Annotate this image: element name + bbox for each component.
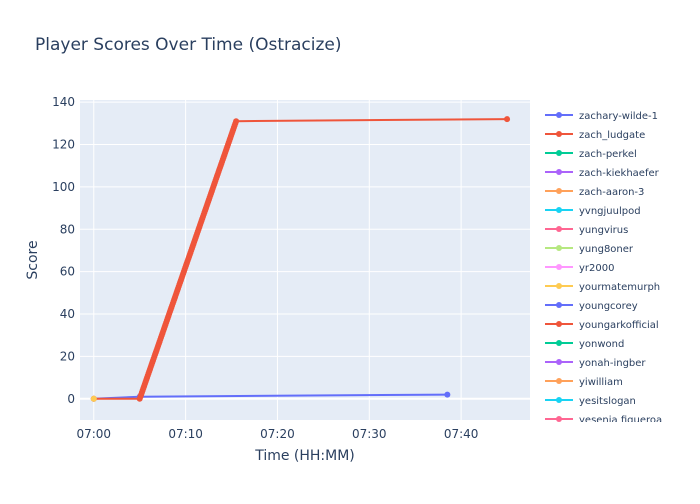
data-point [90, 395, 97, 402]
legend-swatch-marker [556, 207, 562, 213]
legend-item[interactable]: yesenia figueroa [545, 415, 662, 426]
y-tick-label: 100 [52, 180, 75, 194]
legend-item[interactable]: yr2000 [545, 263, 614, 274]
series-yourmatemurph [90, 395, 97, 402]
y-tick-label: 40 [60, 307, 75, 321]
legend-item[interactable]: yiwilliam [545, 377, 623, 388]
legend-swatch-marker [556, 112, 562, 118]
y-axis-title: Score [25, 240, 41, 279]
plot-background [80, 100, 530, 420]
legend-label: yesitslogan [579, 396, 636, 407]
x-tick-label: 07:40 [444, 427, 479, 441]
legend-swatch-marker [556, 340, 562, 346]
legend-label: youngcorey [579, 301, 638, 312]
legend-swatch-marker [556, 150, 562, 156]
legend-swatch-marker [556, 378, 562, 384]
legend-swatch-marker [556, 226, 562, 232]
legend-label: zach-aaron-3 [579, 187, 644, 198]
legend-item[interactable]: yungvirus [545, 225, 628, 236]
legend-swatch-marker [556, 302, 562, 308]
legend-item[interactable]: zachary-wilde-1 [545, 111, 658, 122]
legend-swatch-marker [556, 321, 562, 327]
legend-label: yvngjuulpod [579, 206, 641, 217]
legend-label: zach_ludgate [579, 130, 645, 141]
legend-label: yourmatemurph [579, 282, 660, 293]
legend-label: yungvirus [579, 225, 628, 236]
legend-swatch-marker [556, 397, 562, 403]
legend: zachary-wilde-1 zach_ludgate zach-perkel za… [545, 111, 662, 426]
x-tick-label: 07:30 [352, 427, 387, 441]
data-point [504, 116, 511, 123]
legend-swatch-marker [556, 131, 562, 137]
x-tick-label: 07:10 [168, 427, 203, 441]
data-point [444, 391, 451, 398]
legend-swatch-marker [556, 188, 562, 194]
legend-swatch-marker [556, 264, 562, 270]
axes: 0 20 40 60 80 100 120 140 07:00 07:10 07:20 07:30 07… [52, 95, 478, 441]
x-tick-label: 07:00 [76, 427, 111, 441]
legend-label: youngarkofficial [579, 320, 659, 331]
legend-item[interactable]: youngcorey [545, 301, 638, 312]
legend-label: yonah-ingber [579, 358, 646, 369]
chart-title: Player Scores Over Time (Ostracize) [35, 35, 342, 55]
y-tick-label: 60 [60, 265, 75, 279]
data-point [233, 118, 240, 125]
legend-item[interactable]: zach-kiekhaefer [545, 168, 660, 179]
legend-item[interactable]: yonwond [545, 339, 624, 350]
legend-label: yr2000 [579, 263, 614, 274]
legend-item[interactable]: yvngjuulpod [545, 206, 641, 217]
legend-label: yiwilliam [579, 377, 623, 388]
legend-label: yung8oner [579, 244, 634, 255]
x-tick-label: 07:20 [260, 427, 295, 441]
legend-swatch-marker [556, 245, 562, 251]
y-tick-label: 20 [60, 349, 75, 363]
legend-swatch-marker [556, 169, 562, 175]
legend-label: yesenia figueroa [579, 415, 662, 426]
legend-swatch-marker [556, 283, 562, 289]
y-tick-label: 120 [52, 138, 75, 152]
legend-label: yonwond [579, 339, 624, 350]
legend-swatch-marker [556, 416, 562, 422]
series-zach_ludgate [90, 116, 511, 402]
legend-item[interactable]: yonah-ingber [545, 358, 646, 369]
legend-item[interactable]: yung8oner [545, 244, 634, 255]
y-tick-label: 80 [60, 222, 75, 236]
y-tick-label: 0 [67, 392, 75, 406]
y-tick-label: 140 [52, 95, 75, 109]
legend-item[interactable]: yourmatemurph [545, 282, 660, 293]
legend-label: zach-kiekhaefer [579, 168, 660, 179]
x-axis-title: Time (HH:MM) [254, 448, 355, 464]
legend-item[interactable]: zach-aaron-3 [545, 187, 644, 198]
legend-label: zach-perkel [579, 149, 637, 160]
legend-item[interactable]: youngarkofficial [545, 320, 659, 331]
legend-item[interactable]: zach_ludgate [545, 130, 645, 141]
legend-item[interactable]: zach-perkel [545, 149, 637, 160]
legend-swatch-marker [556, 359, 562, 365]
legend-label: zachary-wilde-1 [579, 111, 658, 122]
legend-item[interactable]: yesitslogan [545, 396, 636, 407]
series-layer [90, 116, 511, 402]
